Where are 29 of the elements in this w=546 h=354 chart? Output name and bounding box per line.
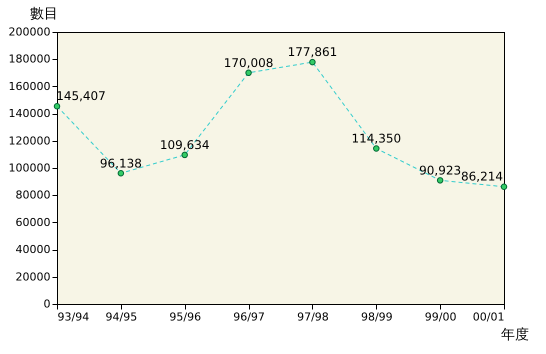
x-tick-label: 99/00: [424, 310, 456, 324]
y-tick-label: 100000: [8, 162, 50, 174]
data-label: 86,214: [461, 170, 503, 184]
x-tick-label: 00/01: [472, 310, 504, 324]
y-tick-label: 160000: [8, 80, 50, 93]
x-tick-label: 95/96: [169, 310, 202, 324]
data-label: 145,407: [56, 89, 106, 104]
data-label: 109,634: [160, 138, 210, 152]
x-axis-title: 年度: [501, 327, 529, 343]
x-tick-label: 97/98: [297, 310, 329, 324]
x-tick-label: 96/97: [233, 310, 265, 324]
y-axis-title: 數目: [30, 6, 58, 22]
x-tick-label: 94/95: [106, 310, 138, 324]
data-label: 170,008: [224, 56, 274, 70]
data-label: 90,923: [419, 163, 462, 178]
data-label: 114,350: [351, 131, 402, 146]
y-tick-label: 60000: [16, 216, 50, 229]
x-tick-label: 93/94: [58, 310, 90, 324]
data-label: 177,861: [288, 45, 338, 60]
y-tick-label: 0: [44, 298, 50, 310]
y-tick-label: 200000: [8, 26, 50, 38]
y-tick-label: 80000: [16, 188, 50, 202]
y-tick-label: 180000: [8, 52, 50, 66]
y-tick-label: 120000: [8, 134, 50, 148]
x-tick-label: 98/99: [360, 310, 393, 324]
y-tick-label: 40000: [16, 243, 50, 256]
y-tick-label: 20000: [16, 270, 50, 284]
data-label: 96,138: [100, 156, 142, 170]
y-tick-label: 140000: [8, 107, 50, 120]
